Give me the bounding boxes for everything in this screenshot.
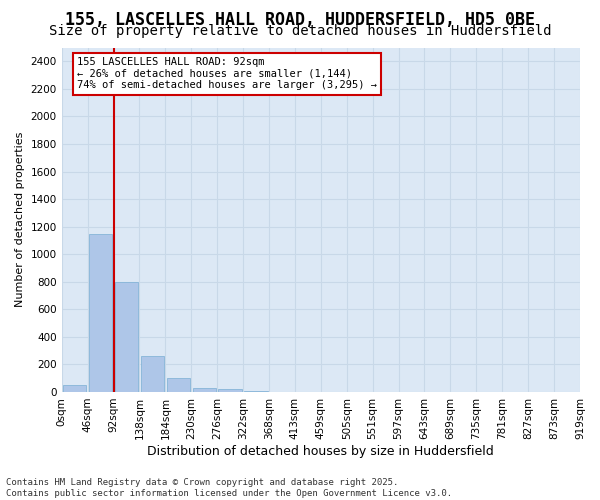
Bar xyxy=(167,378,190,392)
Text: Size of property relative to detached houses in Huddersfield: Size of property relative to detached ho… xyxy=(49,24,551,38)
Bar xyxy=(193,388,216,392)
Bar xyxy=(141,356,164,392)
Text: 155 LASCELLES HALL ROAD: 92sqm
← 26% of detached houses are smaller (1,144)
74% : 155 LASCELLES HALL ROAD: 92sqm ← 26% of … xyxy=(77,57,377,90)
Bar xyxy=(89,234,112,392)
X-axis label: Distribution of detached houses by size in Huddersfield: Distribution of detached houses by size … xyxy=(148,444,494,458)
Text: 155, LASCELLES HALL ROAD, HUDDERSFIELD, HD5 0BE: 155, LASCELLES HALL ROAD, HUDDERSFIELD, … xyxy=(65,11,535,29)
Bar xyxy=(218,389,242,392)
Bar xyxy=(244,390,268,392)
Bar xyxy=(115,282,138,392)
Bar xyxy=(63,385,86,392)
Y-axis label: Number of detached properties: Number of detached properties xyxy=(15,132,25,308)
Text: Contains HM Land Registry data © Crown copyright and database right 2025.
Contai: Contains HM Land Registry data © Crown c… xyxy=(6,478,452,498)
